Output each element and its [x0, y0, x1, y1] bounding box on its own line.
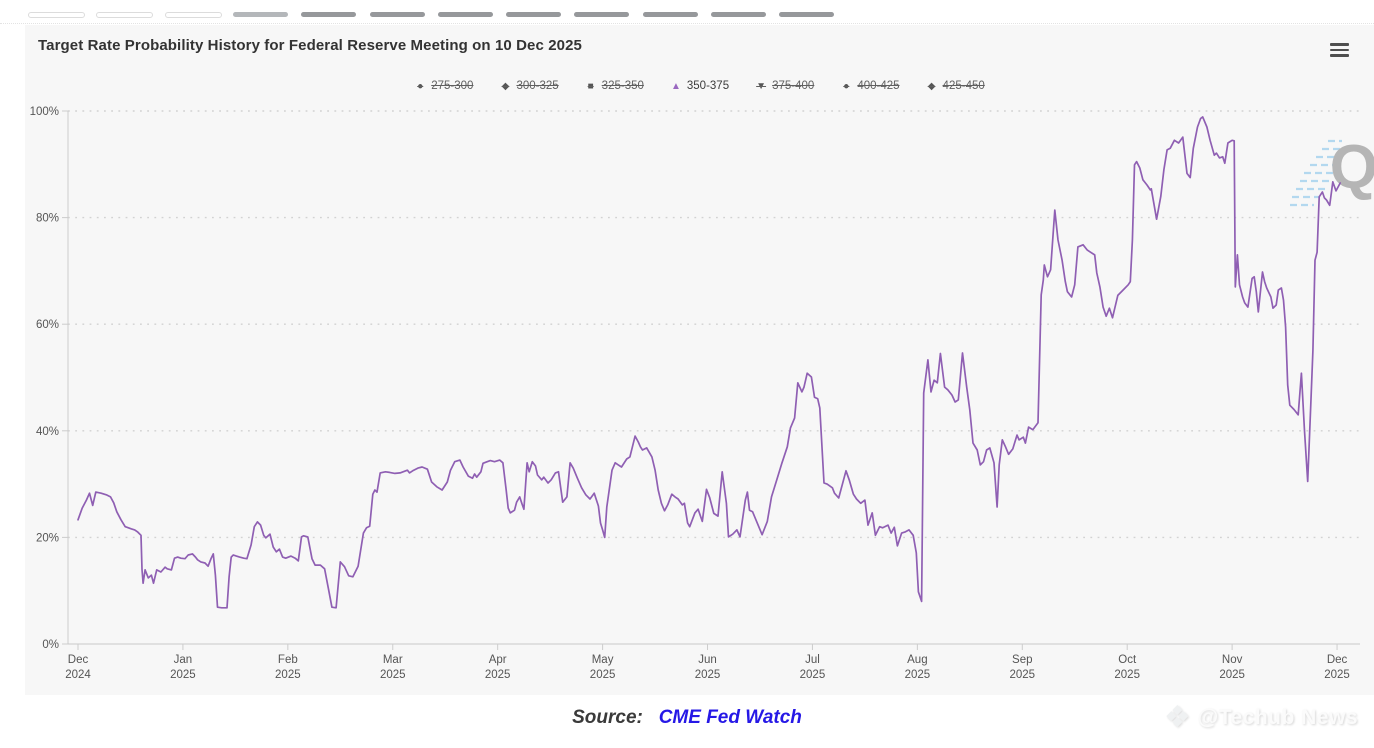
chart-context-menu-button[interactable] — [1330, 41, 1352, 59]
top-tab-12[interactable] — [779, 12, 835, 17]
top-tab-2[interactable] — [96, 12, 154, 18]
diamond-logo-icon: ❖ — [1163, 701, 1191, 734]
diamond-marker-icon: ◆ — [927, 80, 936, 92]
chart-legend: ● 275-300 ◆ 300-325 ■ 325-350 ▲ 350-375 ▼ 375-400… — [25, 80, 1374, 92]
legend-item-325-350[interactable]: ■ 325-350 — [585, 80, 644, 92]
chart-provider-watermark: Q — [1288, 135, 1374, 219]
bottom-right-watermark: ❖ @Techub News — [1164, 703, 1358, 733]
top-tab-9[interactable] — [574, 12, 630, 17]
chart-title: Target Rate Probability History for Fede… — [38, 37, 582, 54]
top-divider — [0, 23, 1374, 24]
source-link[interactable]: CME Fed Watch — [658, 707, 802, 728]
legend-label: 300-325 — [516, 80, 559, 92]
legend-item-425-450[interactable]: ◆ 425-450 — [926, 80, 985, 92]
legend-label: 375-400 — [772, 80, 815, 92]
watermark-text: @Techub News — [1197, 706, 1358, 729]
chart-card: Target Rate Probability History for Fede… — [25, 25, 1374, 695]
legend-item-400-425[interactable]: ● 400-425 — [840, 80, 899, 92]
legend-item-375-400[interactable]: ▼ 375-400 — [755, 80, 814, 92]
top-tab-10[interactable] — [642, 12, 698, 17]
top-tab-7[interactable] — [437, 12, 493, 17]
square-marker-icon: ■ — [587, 80, 594, 92]
hamburger-icon — [1330, 48, 1349, 52]
triangle-up-marker-icon: ▲ — [670, 80, 681, 92]
diamond-marker-icon: ◆ — [501, 80, 510, 92]
legend-label: 275-300 — [431, 80, 474, 92]
q-logo-watermark: Q — [1329, 133, 1374, 202]
legend-label: 400-425 — [857, 80, 900, 92]
top-tab-8[interactable] — [506, 12, 562, 17]
top-tab-6[interactable] — [369, 12, 425, 17]
hamburger-icon — [1330, 43, 1349, 46]
legend-label: 350-375 — [686, 80, 730, 92]
legend-item-350-375[interactable]: ▲ 350-375 — [670, 80, 729, 92]
top-tab-5[interactable] — [301, 12, 357, 17]
hamburger-icon — [1330, 54, 1349, 57]
circle-marker-icon: ● — [843, 80, 850, 92]
top-tab-1[interactable] — [28, 12, 85, 18]
legend-label: 425-450 — [942, 80, 985, 92]
source-line: Source: CME Fed Watch — [0, 707, 1374, 729]
source-label: Source: — [572, 707, 643, 728]
circle-marker-icon: ● — [417, 80, 424, 92]
legend-label: 325-350 — [601, 80, 644, 92]
top-tab-11[interactable] — [711, 12, 766, 17]
legend-item-300-325[interactable]: ◆ 300-325 — [499, 80, 559, 92]
legend-item-275-300[interactable]: ● 275-300 — [414, 80, 473, 92]
top-tab-4[interactable] — [232, 12, 288, 17]
triangle-down-marker-icon: ▼ — [756, 80, 767, 92]
top-tab-3[interactable] — [164, 12, 222, 18]
